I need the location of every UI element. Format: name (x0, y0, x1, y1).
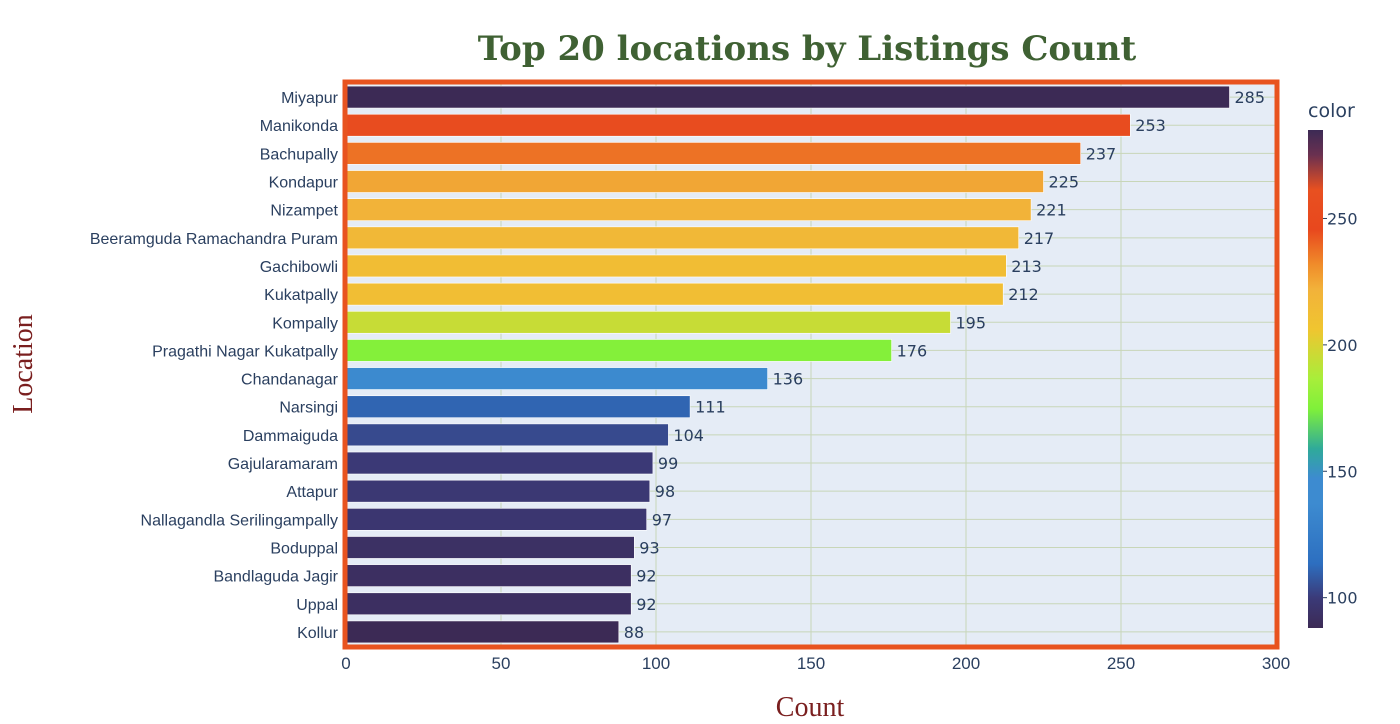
bar (345, 620, 620, 644)
colorbar-tick-label: 250 (1327, 209, 1358, 228)
bar-value-label: 136 (773, 370, 804, 389)
bar-value-label: 195 (956, 313, 987, 332)
bar (345, 310, 951, 334)
bar (345, 423, 669, 447)
y-tick-label: Nallagandla Serilingampally (141, 512, 338, 529)
y-tick-label: Manikonda (260, 118, 338, 135)
y-tick-label: Uppal (296, 597, 338, 614)
bar (345, 536, 635, 559)
bar-value-label: 93 (639, 538, 659, 557)
bar-value-label: 221 (1036, 201, 1067, 220)
bar (345, 113, 1131, 137)
y-tick-label: Narsingi (279, 400, 338, 417)
x-tick-label: 100 (642, 654, 670, 673)
bar (345, 592, 632, 616)
colorbar-tick-label: 100 (1327, 589, 1358, 608)
y-tick-label: Kompally (272, 315, 338, 332)
x-tick-label: 50 (492, 654, 511, 673)
bar (345, 395, 691, 419)
bar-value-label: 97 (652, 510, 672, 529)
y-tick-label: Kollur (297, 625, 339, 642)
bar-value-label: 88 (624, 623, 644, 642)
bar-value-label: 99 (658, 454, 678, 473)
bar (345, 479, 651, 503)
plot-area: 285 Miyapur 253 Manikonda 237 Bachupally 225 Ko… (90, 79, 1290, 673)
colorbar-title: color (1308, 100, 1355, 122)
colorbar-tick-label: 150 (1327, 462, 1358, 481)
bar (345, 282, 1004, 306)
y-tick-label: Bandlaguda Jagir (213, 569, 338, 586)
bar (345, 508, 648, 531)
colorbar: color 100 150 200 250 (1308, 100, 1358, 628)
y-tick-label: Pragathi Nagar Kukatpally (152, 343, 338, 360)
bar (345, 564, 632, 587)
bar (345, 254, 1007, 278)
bar-value-label: 212 (1008, 285, 1039, 304)
x-tick-label: 0 (341, 654, 350, 673)
y-axis-title: Location (8, 314, 39, 414)
chart-title: Top 20 locations by Listings Count (478, 29, 1137, 69)
bar-value-label: 237 (1086, 144, 1117, 163)
bar-value-label: 92 (636, 595, 656, 614)
plot-frame (342, 79, 1280, 650)
bar-value-label: 98 (655, 482, 675, 501)
bar (345, 451, 654, 475)
bar-value-label: 92 (636, 567, 656, 586)
x-tick-label: 300 (1262, 654, 1290, 673)
y-tick-label: Miyapur (281, 90, 339, 107)
y-tick-label: Boduppal (270, 540, 338, 557)
bar (345, 85, 1230, 109)
y-tick-label: Bachupally (260, 146, 338, 163)
bar (345, 142, 1082, 165)
bar (345, 170, 1044, 193)
colorbar-tick-label: 200 (1327, 336, 1358, 355)
bar (345, 198, 1032, 221)
bar-value-label: 104 (673, 426, 704, 445)
y-tick-label: Chandanagar (241, 372, 339, 389)
bar-value-label: 285 (1235, 88, 1266, 107)
y-tick-label: Dammaiguda (243, 428, 338, 445)
x-tick-label: 200 (952, 654, 980, 673)
bar-value-label: 176 (897, 341, 928, 360)
y-tick-label: Kukatpally (264, 287, 338, 304)
bar-value-label: 111 (695, 398, 726, 417)
bar (345, 367, 768, 390)
y-tick-label: Gachibowli (260, 259, 338, 276)
bar-value-label: 253 (1135, 116, 1166, 135)
colorbar-gradient (1308, 130, 1323, 628)
bar (345, 226, 1020, 250)
y-tick-label: Gajularamaram (228, 456, 338, 473)
y-tick-label: Kondapur (269, 175, 339, 192)
y-tick-label: Attapur (286, 484, 338, 501)
bar-value-label: 217 (1024, 229, 1055, 248)
y-tick-label: Nizampet (270, 203, 338, 220)
x-tick-label: 150 (797, 654, 825, 673)
bar-value-label: 213 (1011, 257, 1042, 276)
bar-value-label: 225 (1049, 173, 1080, 192)
x-tick-label: 250 (1107, 654, 1135, 673)
y-tick-label: Beeramguda Ramachandra Puram (90, 231, 338, 248)
x-axis-title: Count (776, 692, 845, 723)
bar (345, 339, 892, 362)
